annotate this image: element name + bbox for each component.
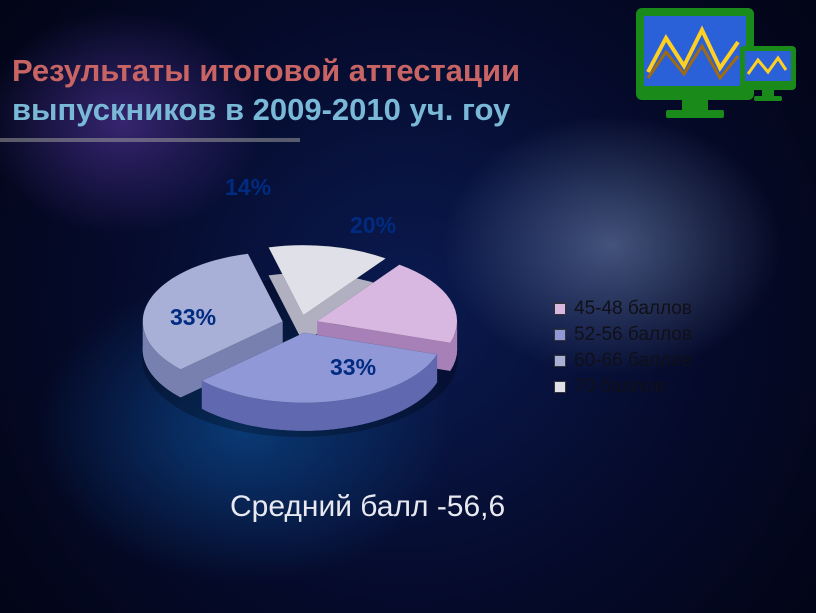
legend-item: 60-66 баллов	[554, 350, 692, 372]
legend-item: 70 баллов	[554, 376, 692, 398]
title-line-1: Результаты итоговой аттестации	[12, 53, 520, 88]
legend-swatch-2	[554, 355, 566, 367]
pie-chart: 20% 33% 33% 14%	[90, 164, 530, 474]
legend-swatch-0	[554, 303, 566, 315]
slice-label-0: 20%	[350, 212, 396, 239]
legend: 45-48 баллов 52-56 баллов 60-66 баллов 7…	[554, 298, 692, 402]
legend-item: 45-48 баллов	[554, 298, 692, 320]
title-underline	[0, 138, 300, 142]
legend-text-0: 45-48 баллов	[574, 298, 692, 320]
slice-label-1: 33%	[330, 354, 376, 381]
page-title: Результаты итоговой аттестации выпускник…	[0, 52, 640, 130]
legend-swatch-3	[554, 381, 566, 393]
footer-text: Средний балл -56,6	[230, 490, 505, 524]
legend-item: 52-56 баллов	[554, 324, 692, 346]
legend-swatch-1	[554, 329, 566, 341]
title-line-2: выпускников в 2009-2010 уч. гоу	[12, 92, 510, 127]
corner-monitors-icon	[628, 4, 808, 134]
legend-text-2: 60-66 баллов	[574, 350, 692, 372]
slice-label-3: 14%	[225, 174, 271, 201]
legend-text-3: 70 баллов	[574, 376, 664, 398]
slice-label-2: 33%	[170, 304, 216, 331]
legend-text-1: 52-56 баллов	[574, 324, 692, 346]
